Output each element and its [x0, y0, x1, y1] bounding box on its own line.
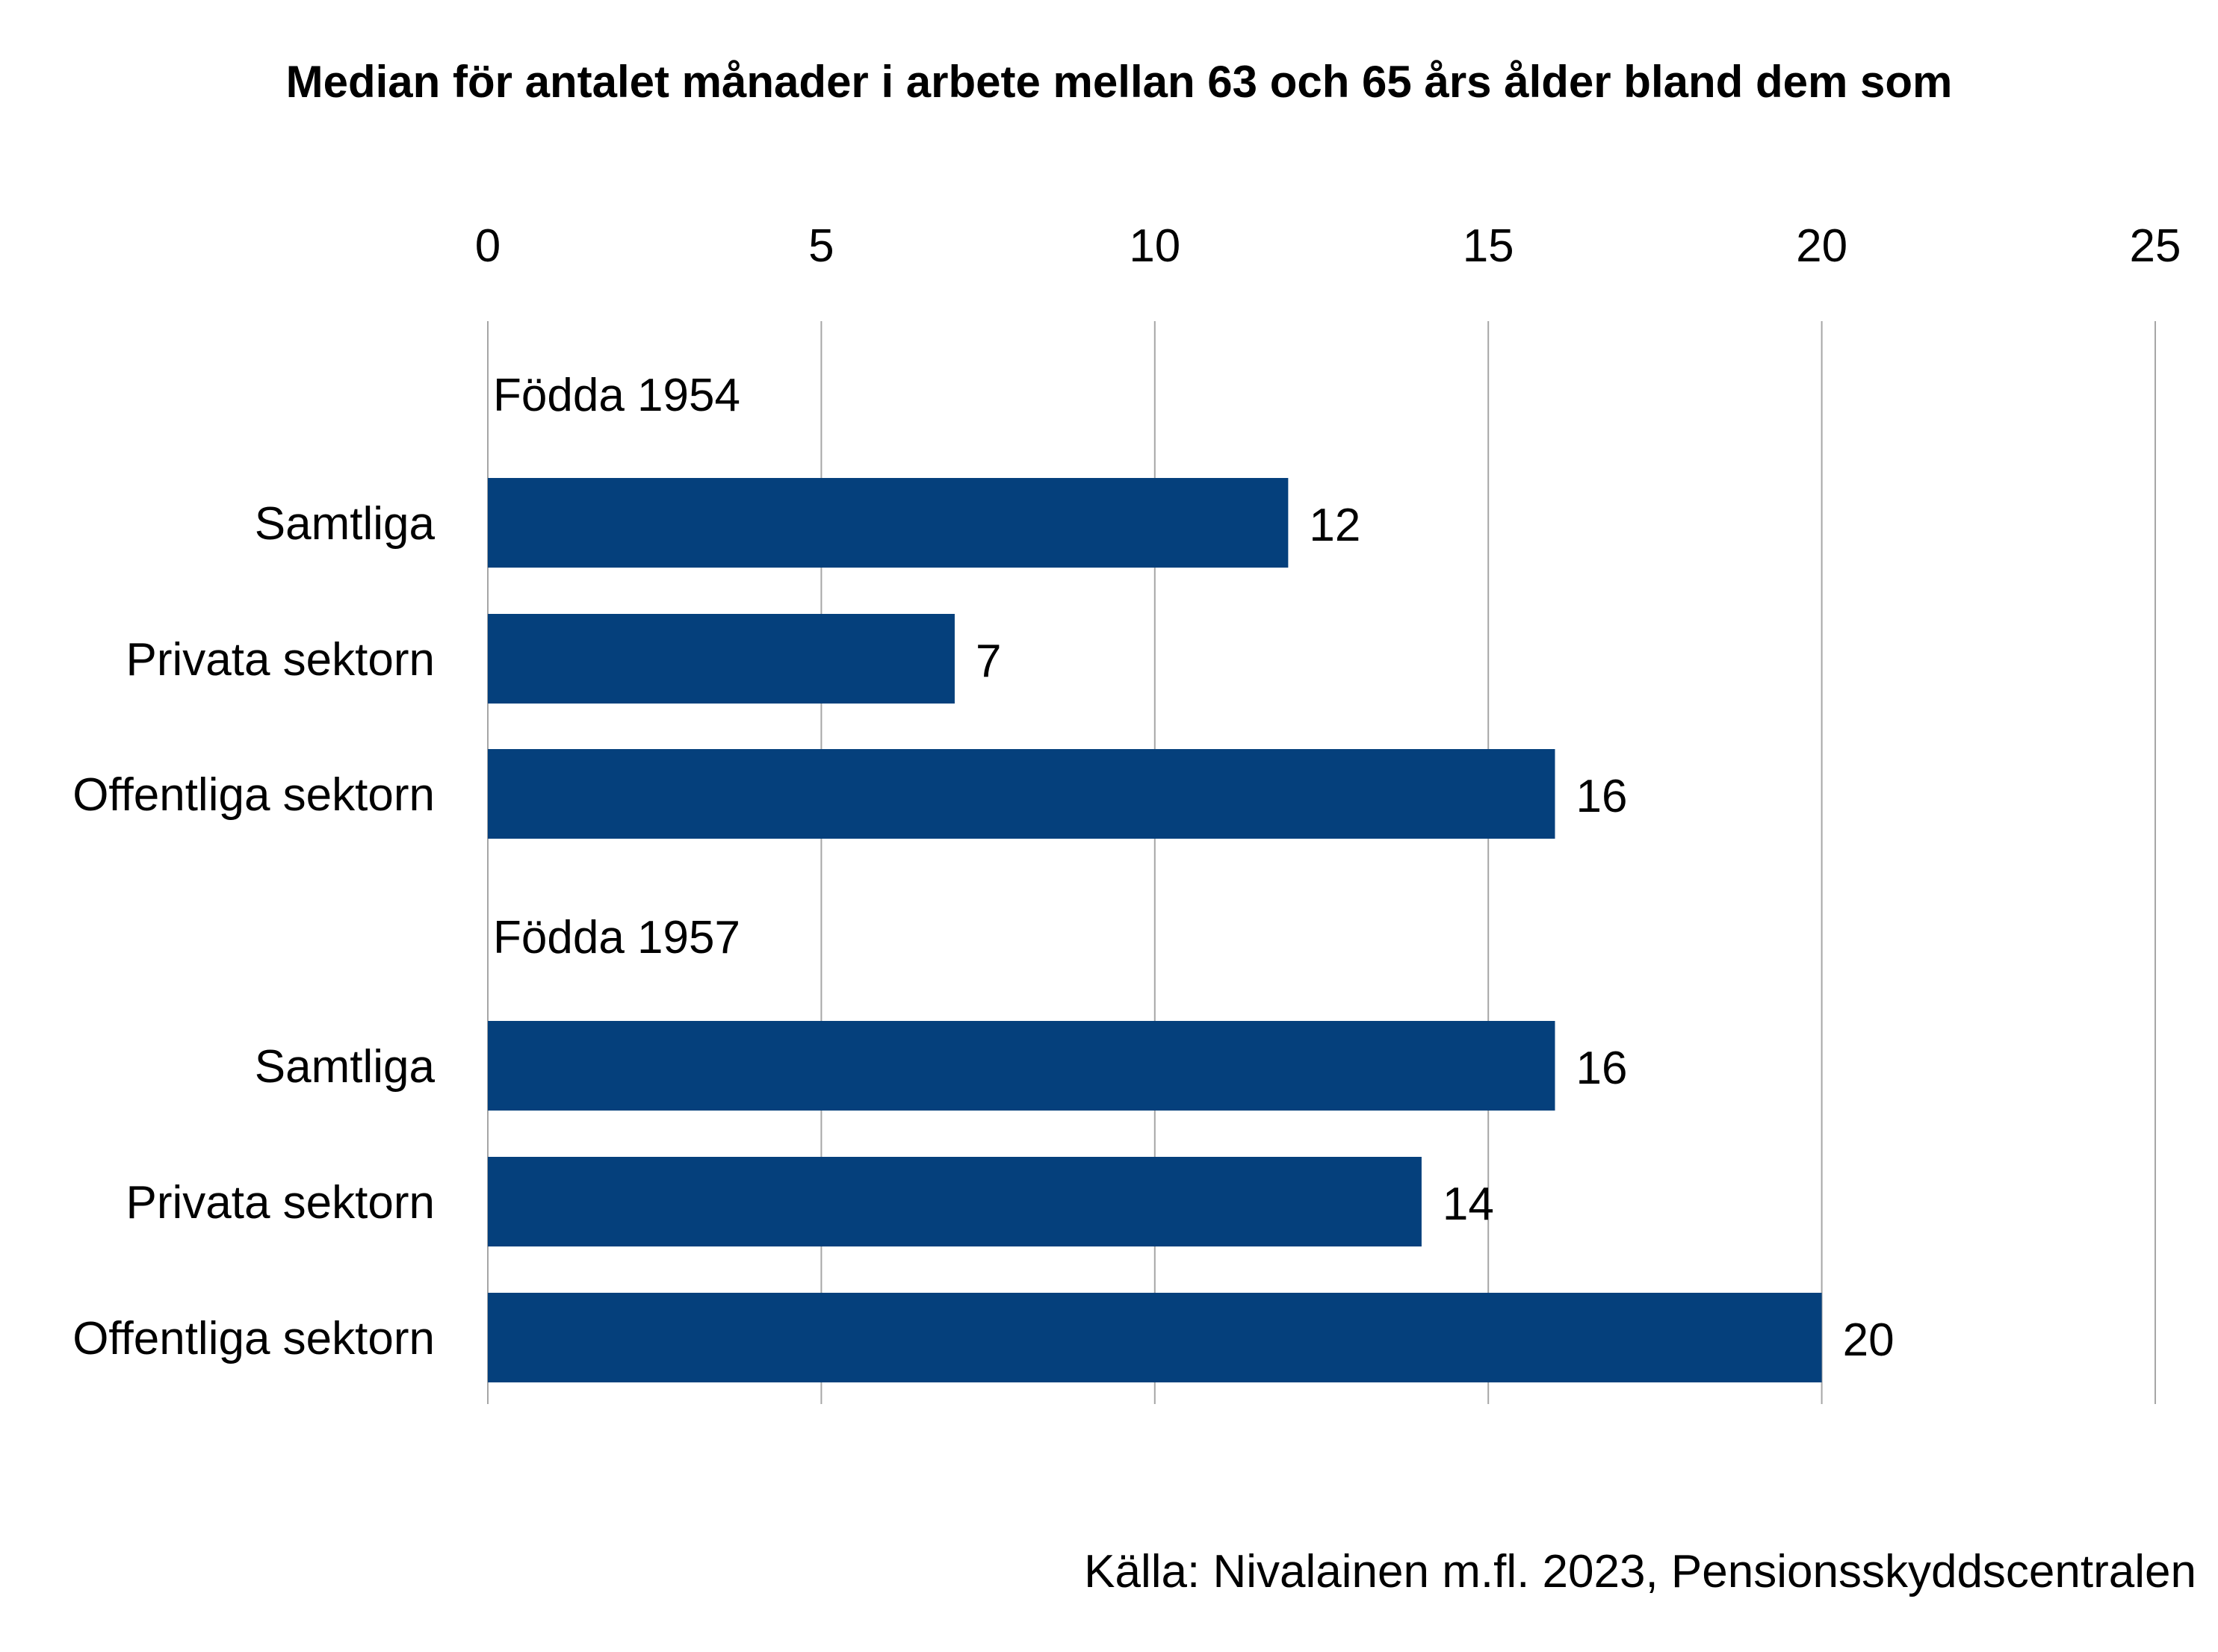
x-tick-label: 5: [808, 220, 834, 272]
bar: [488, 1157, 1422, 1246]
category-label: Offentliga sektorn: [72, 1313, 435, 1364]
category-label: Privata sektorn: [126, 634, 435, 686]
bar: [488, 1293, 1822, 1382]
bar: [488, 1021, 1555, 1111]
x-axis-ticks: 0 5 10 15 20 25: [475, 220, 2181, 272]
category-label: Offentliga sektorn: [72, 769, 435, 821]
category-label: Privata sektorn: [126, 1177, 435, 1229]
data-label: 12: [1309, 500, 1360, 551]
data-label: 16: [1576, 1043, 1627, 1094]
chart-title: Median för antalet månader i arbete mell…: [286, 57, 1953, 107]
data-label: 20: [1843, 1314, 1895, 1366]
category-label: Samtliga: [255, 498, 436, 550]
data-label: 14: [1443, 1179, 1494, 1230]
x-tick-label: 25: [2130, 220, 2181, 272]
bar: [488, 614, 955, 704]
data-label: 7: [976, 636, 1001, 687]
source-note: Källa: Nivalainen m.fl. 2023, Pensionssk…: [1084, 1546, 2196, 1597]
x-tick-label: 0: [475, 220, 501, 272]
bar: [488, 478, 1289, 568]
labels: Födda 1954 Samtliga 12 Privata sektorn 7 Offe…: [72, 370, 1894, 1366]
x-tick-label: 15: [1463, 220, 1514, 272]
bars: [488, 478, 1822, 1382]
group-header: Födda 1954: [493, 370, 740, 421]
data-label: 16: [1576, 771, 1627, 822]
x-tick-label: 20: [1796, 220, 1847, 272]
bar: [488, 749, 1555, 839]
group-header: Födda 1957: [493, 912, 740, 963]
category-label: Samtliga: [255, 1041, 436, 1093]
x-tick-label: 10: [1129, 220, 1180, 272]
